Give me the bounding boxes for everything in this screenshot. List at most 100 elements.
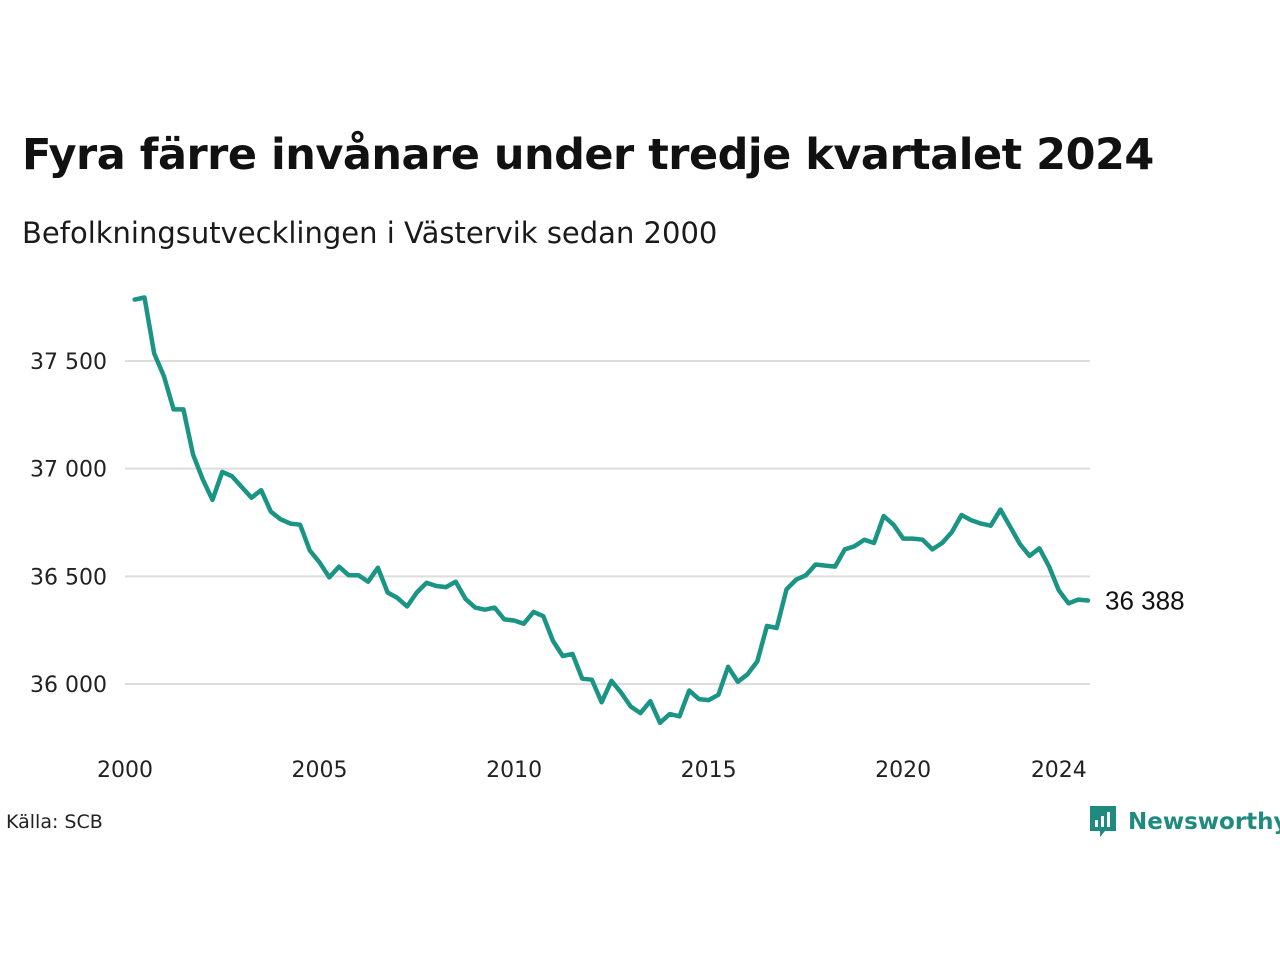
end-label-group: 36 388 xyxy=(1105,585,1185,615)
data-point xyxy=(726,665,731,670)
data-point xyxy=(1008,525,1013,530)
data-point xyxy=(629,704,634,709)
data-point xyxy=(920,537,925,542)
data-point xyxy=(551,639,556,644)
grid-lines xyxy=(125,360,1090,685)
data-point xyxy=(969,518,974,523)
data-point xyxy=(444,585,449,590)
data-point xyxy=(658,721,663,726)
data-point xyxy=(337,564,342,569)
data-point xyxy=(415,590,420,595)
data-point xyxy=(619,690,624,695)
data-point xyxy=(512,618,517,623)
data-point xyxy=(201,477,206,482)
data-point xyxy=(648,699,653,704)
data-point xyxy=(706,698,711,703)
data-point xyxy=(979,521,984,526)
data-point xyxy=(950,530,955,535)
data-point xyxy=(823,563,828,568)
x-tick-label: 2015 xyxy=(681,758,737,783)
y-tick-label: 36 000 xyxy=(30,673,107,698)
chart-title: Fyra färre invånare under tredje kvartal… xyxy=(22,130,1154,180)
data-point xyxy=(804,573,809,578)
data-point xyxy=(191,452,196,457)
data-point xyxy=(988,523,993,528)
data-point xyxy=(687,688,692,693)
data-point xyxy=(171,407,176,412)
data-points xyxy=(132,295,1090,725)
brand-logo[interactable]: Newsworthy xyxy=(1088,804,1280,840)
data-point xyxy=(609,679,614,684)
data-point xyxy=(590,677,595,682)
data-point xyxy=(930,547,935,552)
data-point xyxy=(716,693,721,698)
data-point xyxy=(522,621,527,626)
y-tick-label: 36 500 xyxy=(30,565,107,590)
data-point xyxy=(765,624,770,629)
data-point xyxy=(376,565,381,570)
data-point xyxy=(366,579,371,584)
data-point xyxy=(259,488,264,493)
data-point xyxy=(483,607,488,612)
data-point xyxy=(843,547,848,552)
data-point xyxy=(249,495,254,500)
data-point xyxy=(385,590,390,595)
data-point xyxy=(745,672,750,677)
series-line xyxy=(132,295,1091,726)
data-point xyxy=(298,522,303,527)
data-point xyxy=(405,604,410,609)
data-point xyxy=(959,513,964,518)
data-point xyxy=(1086,598,1091,603)
data-point xyxy=(677,714,682,719)
y-tick-label: 37 500 xyxy=(30,350,107,375)
x-tick-label: 2024 xyxy=(1031,758,1087,783)
data-point xyxy=(210,498,215,503)
data-point xyxy=(852,544,857,549)
brand-name: Newsworthy xyxy=(1128,809,1280,835)
data-point xyxy=(736,680,741,685)
data-point xyxy=(833,564,838,569)
data-point xyxy=(940,541,945,546)
data-point xyxy=(308,548,313,553)
data-point xyxy=(1066,601,1071,606)
data-point xyxy=(911,536,916,541)
series-group xyxy=(132,295,1091,726)
data-point xyxy=(132,297,137,302)
data-point xyxy=(667,712,672,717)
data-point xyxy=(278,517,283,522)
data-point xyxy=(1027,554,1032,559)
data-point xyxy=(230,474,235,479)
data-point xyxy=(813,562,818,567)
data-point xyxy=(541,614,546,619)
data-point xyxy=(570,652,575,657)
source-label: Källa: SCB xyxy=(6,811,103,833)
data-point xyxy=(862,537,867,542)
data-point xyxy=(794,577,799,582)
data-point xyxy=(531,610,536,615)
data-point xyxy=(998,507,1003,512)
y-tick-label: 37 000 xyxy=(30,458,107,483)
data-point xyxy=(473,605,478,610)
data-point xyxy=(317,560,322,565)
data-point xyxy=(492,605,497,610)
data-point xyxy=(181,407,186,412)
data-point xyxy=(1018,542,1023,547)
x-axis-labels: 2000 2005 2010 2015 2020 2024 xyxy=(97,758,1087,783)
data-point xyxy=(580,676,585,681)
data-point xyxy=(463,597,468,602)
end-value-label: 36 388 xyxy=(1105,585,1185,615)
data-point xyxy=(220,470,225,475)
data-point xyxy=(152,351,157,356)
x-tick-label: 2005 xyxy=(292,758,348,783)
data-point xyxy=(434,584,439,589)
data-point xyxy=(872,541,877,546)
data-point xyxy=(891,522,896,527)
data-point xyxy=(599,700,604,705)
data-point xyxy=(881,514,886,519)
x-tick-label: 2020 xyxy=(875,758,931,783)
data-point xyxy=(346,573,351,578)
data-point xyxy=(239,485,244,490)
data-point xyxy=(453,579,458,584)
data-point xyxy=(1037,546,1042,551)
